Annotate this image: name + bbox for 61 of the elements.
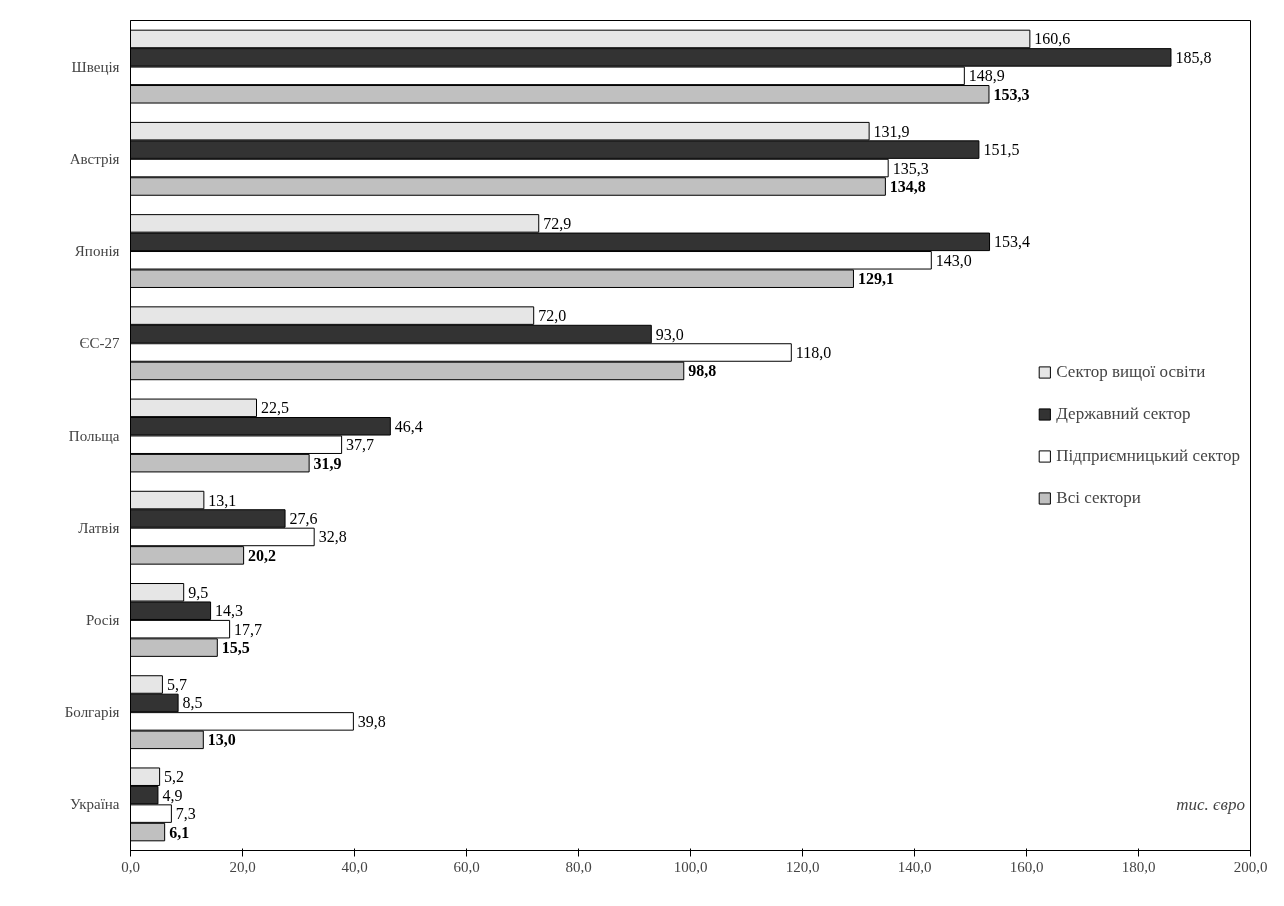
y-tick-label: Австрія — [69, 150, 120, 167]
legend-label: Підприємницький сектор — [1056, 446, 1240, 466]
data-label: 13,0 — [207, 731, 236, 749]
legend-label: Всі сектори — [1056, 488, 1141, 508]
data-label: 27,6 — [289, 510, 318, 527]
y-tick-label: Польща — [68, 427, 120, 444]
data-label: 118,0 — [795, 344, 832, 361]
data-label: 72,0 — [538, 307, 567, 325]
data-label: 9,5 — [188, 583, 209, 601]
x-tick-label: 80,0 — [565, 858, 592, 875]
data-label: 134,8 — [889, 178, 926, 195]
x-tick-label: 40,0 — [341, 858, 368, 875]
x-tick-label: 140,0 — [897, 858, 932, 875]
data-label: 93,0 — [655, 325, 684, 343]
x-tick-label: 120,0 — [785, 858, 820, 875]
annotation: тис. євро — [1176, 794, 1245, 814]
data-label: 72,9 — [543, 214, 572, 232]
x-tick-label: 100,0 — [673, 858, 708, 875]
data-label: 153,4 — [994, 233, 1031, 251]
legend-label: Сектор вищої освіти — [1056, 362, 1206, 382]
data-label: 37,7 — [346, 436, 375, 454]
x-tick-label: 20,0 — [229, 858, 256, 875]
data-label: 153,3 — [993, 85, 1030, 103]
x-tick-label: 160,0 — [1009, 858, 1044, 875]
data-label: 32,8 — [318, 528, 347, 546]
data-label: 131,9 — [873, 122, 910, 140]
data-label: 8,5 — [182, 694, 203, 712]
data-label: 151,5 — [983, 141, 1020, 159]
data-label: 15,5 — [221, 639, 250, 657]
data-label: 5,2 — [164, 768, 185, 786]
data-label: 6,1 — [169, 823, 190, 841]
data-label: 39,8 — [357, 712, 386, 730]
data-label: 13,1 — [208, 491, 237, 509]
data-label: 5,7 — [166, 676, 187, 693]
data-label: 135,3 — [892, 159, 929, 177]
data-label: 22,5 — [260, 399, 289, 417]
legend-label: Державний сектор — [1056, 404, 1191, 424]
data-label: 185,8 — [1175, 48, 1212, 66]
data-label: 7,3 — [175, 805, 196, 823]
y-tick-label: Японія — [74, 243, 120, 260]
data-label: 148,9 — [968, 67, 1005, 85]
data-label: 17,7 — [234, 620, 263, 638]
y-tick-label: Швеція — [71, 58, 120, 75]
data-label: 46,4 — [394, 417, 423, 435]
data-label: 4,9 — [162, 786, 183, 804]
data-label: 160,6 — [1034, 30, 1071, 48]
x-tick-label: 180,0 — [1121, 858, 1156, 875]
data-label: 31,9 — [313, 454, 342, 472]
data-label: 129,1 — [857, 270, 894, 288]
x-tick-label: 200,0 — [1233, 858, 1268, 875]
data-label: 20,2 — [248, 546, 277, 564]
x-tick-label: 0,0 — [121, 858, 140, 875]
y-tick-label: Україна — [69, 796, 120, 813]
data-label: 98,8 — [688, 362, 717, 380]
data-label: 14,3 — [215, 602, 244, 620]
y-tick-label: ЄС-27 — [79, 335, 120, 352]
y-tick-label: Росія — [85, 611, 120, 628]
data-label: 143,0 — [935, 251, 972, 269]
y-tick-label: Болгарія — [64, 704, 120, 721]
y-tick-label: Латвія — [78, 519, 120, 536]
x-tick-label: 60,0 — [453, 858, 480, 875]
